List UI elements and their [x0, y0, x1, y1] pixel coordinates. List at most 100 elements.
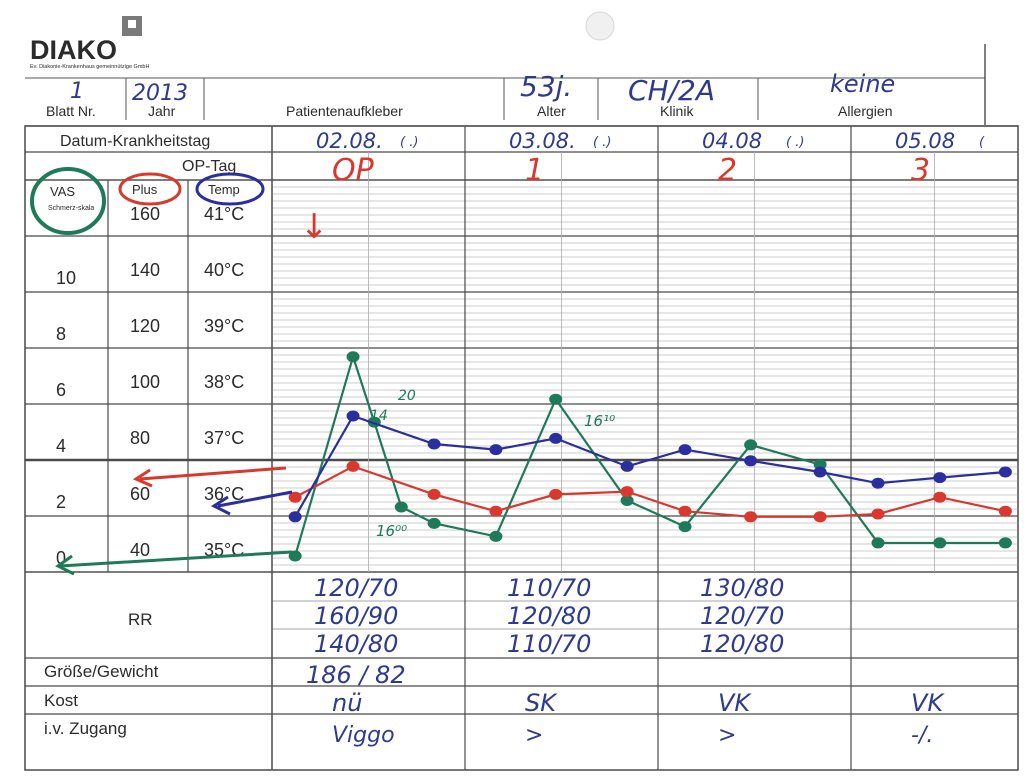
data-point-vas	[549, 393, 563, 405]
puls-scale-label: 80	[130, 428, 150, 448]
data-point-temp	[813, 466, 827, 478]
data-point-vas	[620, 494, 634, 506]
postop-day: 2	[718, 153, 737, 188]
puls-header: Plus	[118, 172, 182, 206]
data-point-temp	[744, 455, 758, 467]
svg-text:Temp: Temp	[208, 182, 240, 197]
blatt-label: Blatt Nr.	[46, 103, 96, 119]
data-point-temp	[427, 438, 441, 450]
punch-hole	[585, 11, 615, 41]
data-point-vas	[933, 537, 947, 549]
rr-value: 160/90	[314, 602, 398, 630]
zugang-value: >	[525, 723, 543, 748]
groesse-value: 186 / 82	[306, 661, 406, 689]
kost-value: VK	[911, 689, 945, 717]
temp-scale-label: 40°C	[204, 260, 244, 280]
svg-text:Plus: Plus	[132, 182, 158, 197]
puls-scale-label: 120	[130, 316, 160, 336]
optag-label: OP-Tag	[182, 158, 236, 175]
rr-value: 120/70	[700, 602, 784, 630]
data-point-temp	[288, 511, 302, 523]
day-date: 05.08	[895, 129, 955, 153]
day-paren: (	[979, 135, 985, 150]
allergien-label: Allergien	[838, 103, 892, 119]
temp-scale-label: 36°C	[204, 484, 244, 504]
data-point-vas	[427, 517, 441, 529]
day-date: 03.08.	[509, 129, 576, 153]
temp-scale-label: 41°C	[204, 204, 244, 224]
data-point-temp	[998, 466, 1012, 478]
scale-labels: 160 41°C 10 140 40°C 8 120 39°C 6 100 38°C 4 80 37°C 2…	[56, 204, 244, 568]
data-point-temp	[549, 432, 563, 444]
kost-value: SK	[525, 689, 558, 717]
temp-scale-label: 38°C	[204, 372, 244, 392]
vas-header: VAS Schmerz-skala	[30, 167, 106, 235]
data-point-vas	[489, 530, 503, 542]
alter-value: 53j.	[520, 70, 572, 103]
op-arrow: ↓	[300, 207, 329, 247]
data-point-vas	[998, 537, 1012, 549]
postop-day: OP	[332, 153, 375, 188]
kost-label: Kost	[44, 691, 78, 710]
puls-scale-label: 40	[130, 540, 150, 560]
series-line-vas	[294, 352, 1006, 557]
allergien-value: keine	[830, 70, 895, 98]
day-paren: ( .)	[593, 135, 611, 150]
rr-values: 120/70160/90140/80110/70120/80110/70130/…	[314, 574, 784, 658]
data-point-temp	[678, 444, 692, 456]
data-point-puls	[346, 460, 360, 472]
jahr-value: 2013	[132, 81, 188, 106]
day-paren: ( .)	[786, 135, 804, 150]
day-paren: ( .)	[400, 135, 418, 150]
vitals-chart	[288, 351, 1012, 562]
puls-scale-label: 60	[130, 484, 150, 504]
day-date: 02.08.	[316, 129, 383, 153]
vas-scale-label: 0	[56, 548, 66, 568]
svg-text:Ev. Diakonie-Krankenhaus gemei: Ev. Diakonie-Krankenhaus gemeinnützige G…	[30, 64, 149, 70]
rr-label: RR	[128, 610, 153, 629]
puls-scale-label: 160	[130, 204, 160, 224]
data-point-vas	[394, 501, 408, 513]
zugang-label: i.v. Zugang	[44, 719, 127, 738]
groesse-label: Größe/Gewicht	[44, 662, 159, 681]
vas-scale-label: 10	[56, 268, 76, 288]
data-point-vas	[346, 351, 360, 363]
data-point-puls	[871, 508, 885, 520]
data-point-vas	[678, 521, 692, 533]
puls-scale-label: 100	[130, 372, 160, 392]
postop-day: 3	[911, 153, 930, 188]
data-point-temp	[620, 460, 634, 472]
data-point-temp	[871, 477, 885, 489]
vas-scale-label: 6	[56, 380, 66, 400]
patient-label: Patientenaufkleber	[286, 103, 403, 119]
kost-value: VK	[718, 689, 752, 717]
blatt-value: 1	[70, 79, 84, 104]
temp-scale-label: 37°C	[204, 428, 244, 448]
vas-scale-label: 4	[56, 436, 66, 456]
note-20: 20	[398, 388, 416, 404]
zugang-value: -/.	[911, 723, 933, 748]
svg-text:VAS: VAS	[50, 184, 75, 199]
data-point-temp	[489, 444, 503, 456]
svg-text:DIAKO: DIAKO	[30, 35, 117, 65]
data-point-puls	[489, 505, 503, 517]
rr-value: 120/70	[314, 574, 398, 602]
data-point-puls	[744, 511, 758, 523]
data-point-puls	[620, 486, 634, 498]
zugang-value: >	[718, 723, 736, 748]
series-line-temp	[294, 414, 1006, 518]
rr-value: 120/80	[700, 630, 784, 658]
rr-value: 110/70	[507, 630, 591, 658]
klinik-value: CH/2A	[628, 74, 715, 107]
bottom-values: nü SK VK VK Viggo > > -/.	[332, 689, 945, 748]
day-headers: 02.08. ( .) OP 03.08. ( .) 1 04.08 ( .) 2 05.08 (3	[316, 129, 985, 188]
kost-value: nü	[332, 689, 362, 717]
vas-scale-label: 8	[56, 324, 66, 344]
note-1610: 16¹⁰	[584, 412, 615, 430]
data-point-vas	[744, 439, 758, 451]
data-point-puls	[813, 511, 827, 523]
data-point-puls	[288, 491, 302, 503]
datum-label: Datum-Krankheitstag	[60, 133, 210, 150]
day-date: 04.08	[702, 129, 762, 153]
